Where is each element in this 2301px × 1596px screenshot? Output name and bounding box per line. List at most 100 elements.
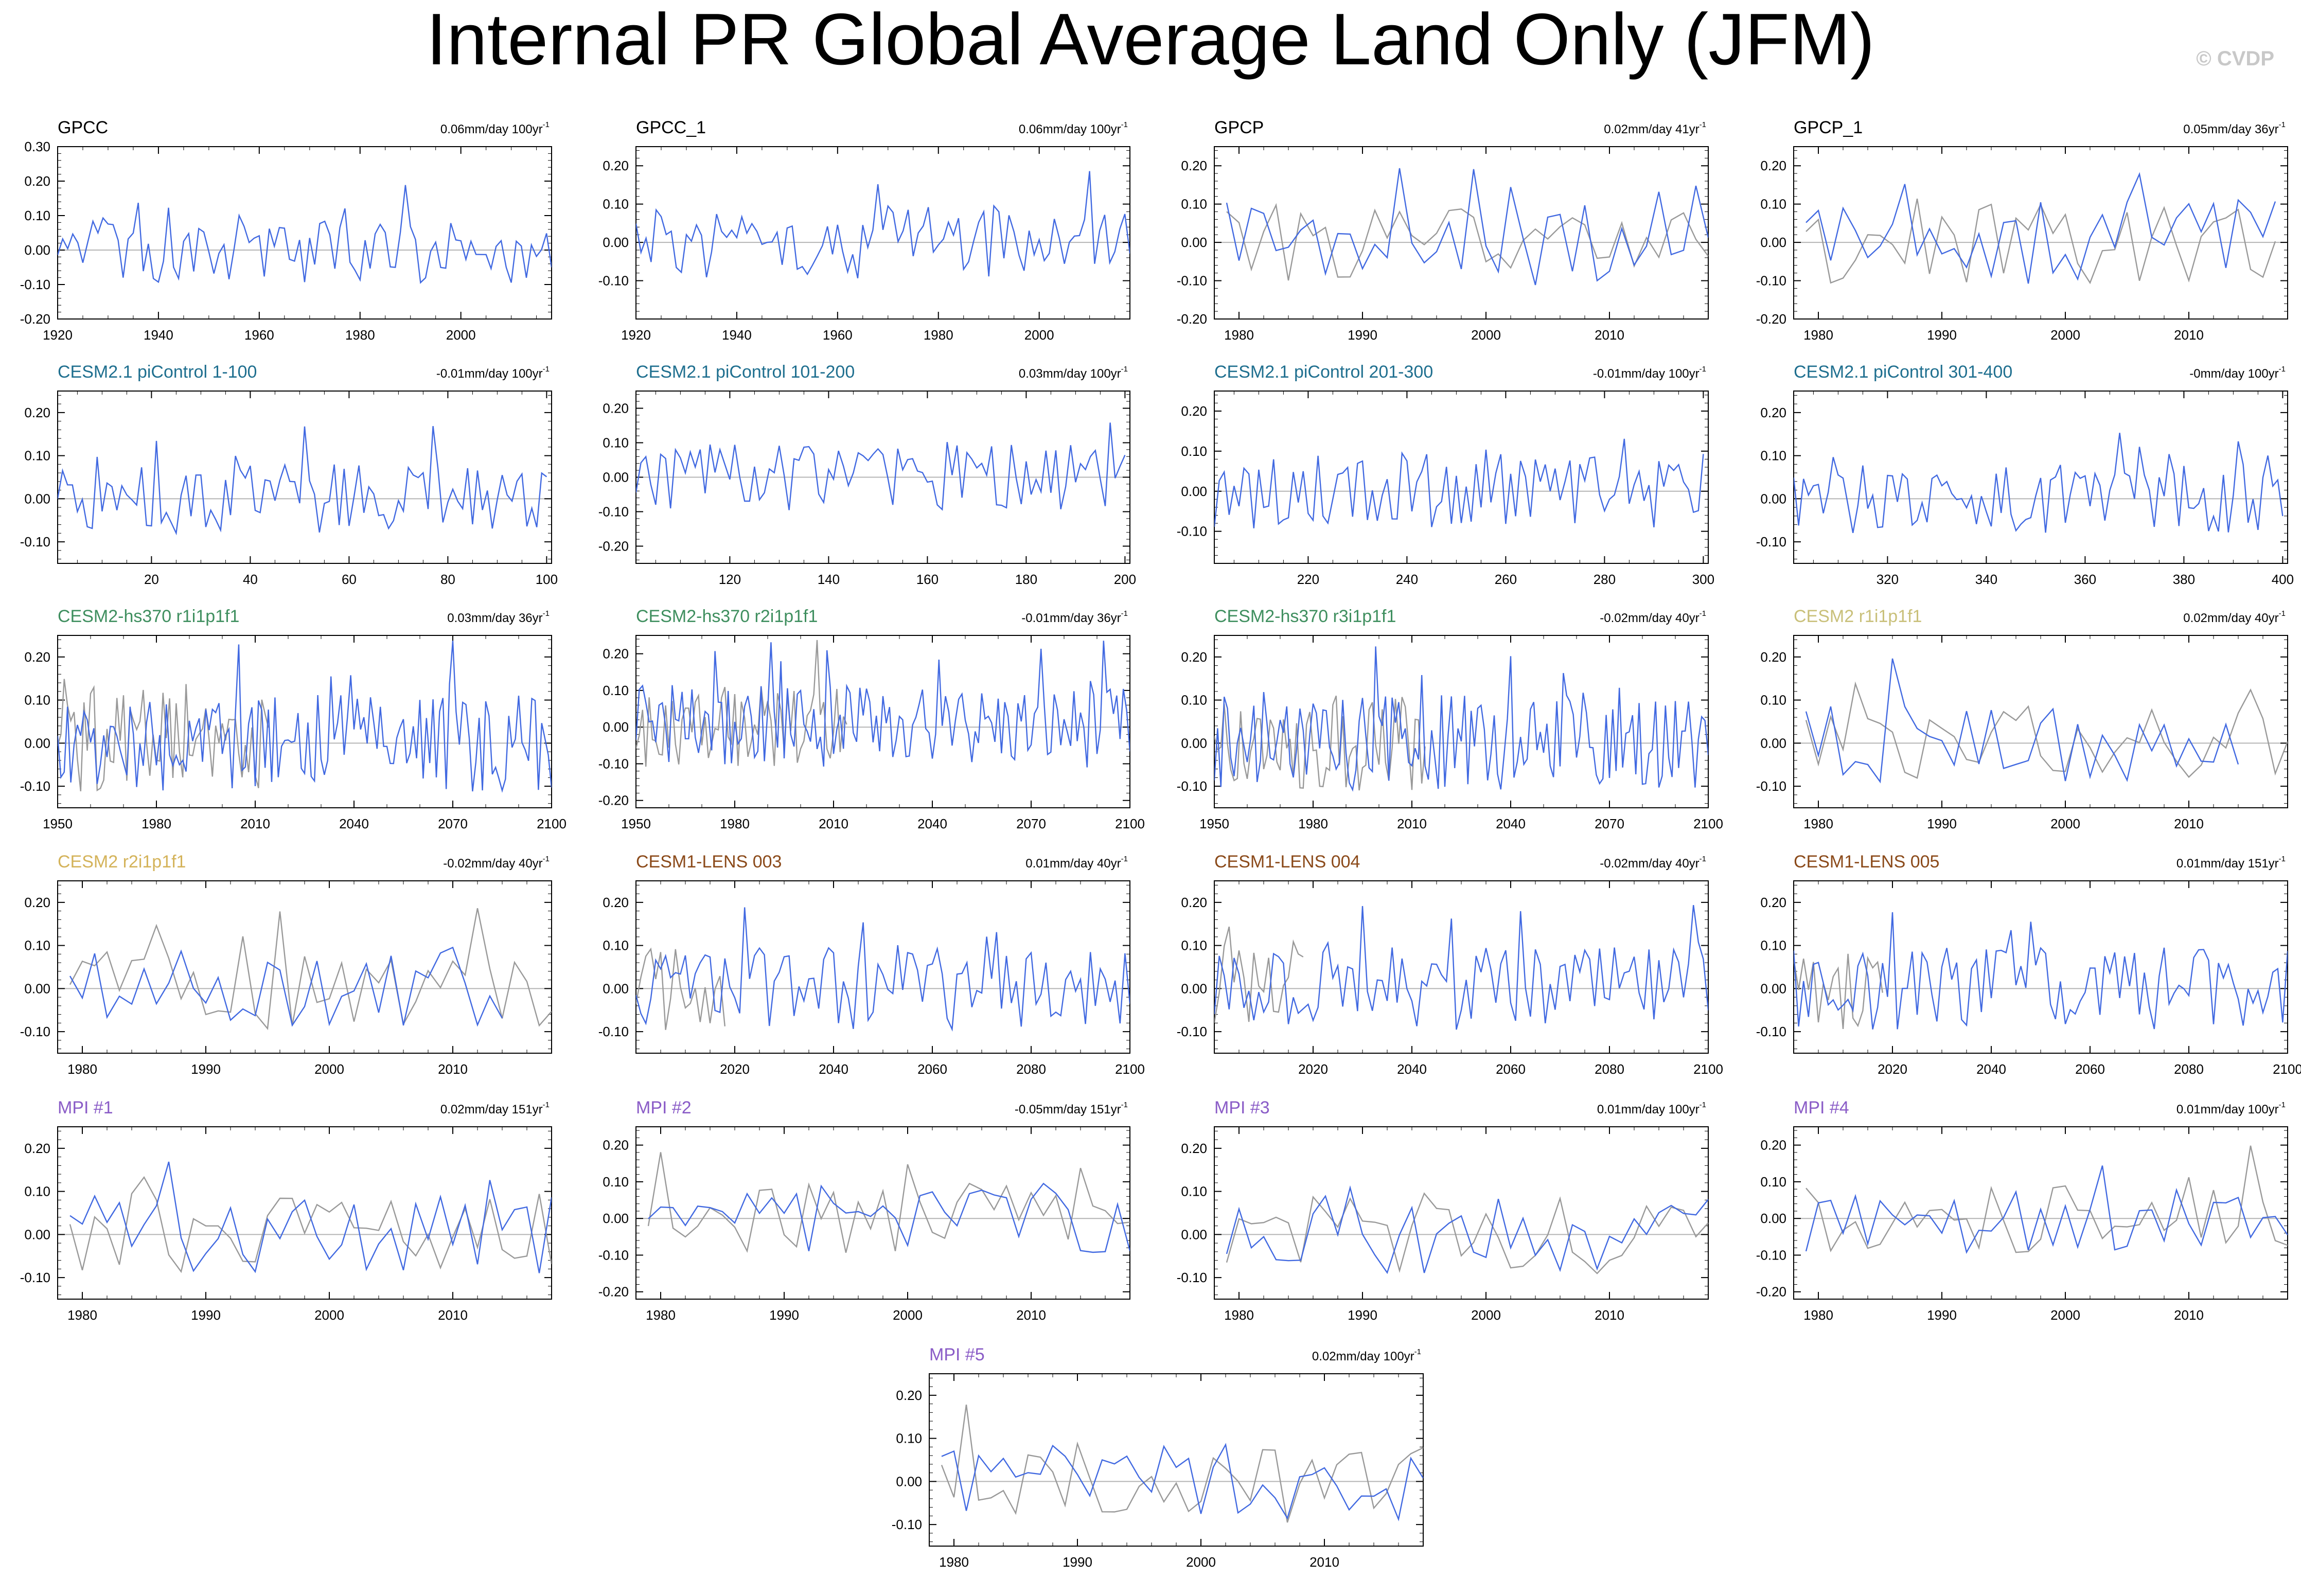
trend-exponent: -1 bbox=[2279, 855, 2286, 863]
y-tick-label: 0.20 bbox=[603, 1138, 629, 1153]
y-tick-label: 0.00 bbox=[603, 470, 629, 485]
plot-frame bbox=[57, 146, 552, 320]
x-tick-label: 1980 bbox=[924, 327, 953, 343]
x-tick-label: 1980 bbox=[345, 327, 375, 343]
x-tick-label: 2000 bbox=[1186, 1554, 1216, 1570]
model-series-line bbox=[1805, 658, 2239, 784]
panel-title: GPCP_1 bbox=[1794, 118, 1863, 137]
plot-frame bbox=[635, 635, 1130, 808]
y-tick-label: 0.10 bbox=[603, 1174, 629, 1190]
panel-title: CESM2.1 piControl 101-200 bbox=[636, 362, 855, 382]
x-tick-label: 320 bbox=[1877, 572, 1899, 587]
obs-series-line bbox=[1214, 695, 1426, 791]
x-tick-label: 1990 bbox=[191, 1307, 221, 1323]
model-series-line bbox=[636, 171, 1130, 279]
trend-label: -0.02mm/day 40yr-1 bbox=[1600, 609, 1706, 625]
y-tick-label: 0.20 bbox=[603, 646, 629, 662]
y-tick-label: 0.00 bbox=[24, 242, 50, 258]
y-tick-label: 0.00 bbox=[24, 735, 50, 751]
model-series-line bbox=[58, 185, 552, 284]
y-tick-label: 0.00 bbox=[603, 981, 629, 996]
y-tick-label: -0.10 bbox=[1756, 273, 1786, 289]
x-tick-label: 2100 bbox=[1115, 816, 1145, 831]
y-tick-label: 0.10 bbox=[1181, 693, 1207, 708]
y-tick-label: 0.00 bbox=[896, 1474, 922, 1489]
model-series-line bbox=[941, 1443, 1423, 1521]
y-tick-label: 0.20 bbox=[1760, 649, 1786, 665]
chart-panel: CESM2-hs370 r3i1p1f1 -0.02mm/day 40yr-1 0.… bbox=[1177, 607, 1723, 831]
x-tick-label: 2010 bbox=[2174, 327, 2204, 343]
y-tick-label: -0.10 bbox=[20, 1024, 50, 1039]
x-tick-label: 2040 bbox=[339, 816, 369, 831]
x-tick-label: 1940 bbox=[722, 327, 752, 343]
y-tick-label: -0.10 bbox=[1177, 524, 1207, 539]
x-tick-label: 1960 bbox=[823, 327, 853, 343]
x-tick-label: 1980 bbox=[1803, 327, 1833, 343]
model-series-line bbox=[58, 426, 547, 536]
trend-label: 0.01mm/day 100yr-1 bbox=[2176, 1101, 2286, 1116]
y-tick-label: -0.10 bbox=[598, 504, 629, 520]
panel-title: CESM2 r1i1p1f1 bbox=[1794, 607, 1922, 626]
x-tick-label: 2060 bbox=[2075, 1061, 2105, 1077]
y-tick-label: 0.10 bbox=[24, 938, 50, 953]
plot-frame bbox=[1793, 880, 2288, 1054]
trend-label: -0.05mm/day 151yr-1 bbox=[1015, 1101, 1128, 1116]
trend-exponent: -1 bbox=[543, 609, 550, 618]
y-tick-label: 0.10 bbox=[24, 1184, 50, 1199]
obs-series-line bbox=[58, 679, 269, 792]
y-tick-label: 0.10 bbox=[603, 683, 629, 698]
panel-title: CESM2.1 piControl 201-300 bbox=[1214, 362, 1433, 382]
y-tick-label: 0.00 bbox=[24, 1227, 50, 1242]
plot-frame bbox=[57, 635, 552, 808]
y-tick-label: 0.20 bbox=[1760, 895, 1786, 910]
x-tick-label: 140 bbox=[818, 572, 840, 587]
y-tick-label: 0.00 bbox=[1181, 981, 1207, 996]
panel-title: MPI #1 bbox=[58, 1098, 113, 1118]
chart-panel: CESM2-hs370 r1i1p1f1 0.03mm/day 36yr-1 0.2… bbox=[20, 607, 567, 831]
x-tick-label: 60 bbox=[342, 572, 357, 587]
obs-series-line bbox=[1806, 198, 2276, 285]
x-tick-label: 380 bbox=[2173, 572, 2195, 587]
model-series-line bbox=[58, 641, 552, 793]
x-tick-label: 1990 bbox=[1927, 816, 1957, 831]
y-tick-label: 0.10 bbox=[24, 693, 50, 708]
x-tick-label: 2000 bbox=[314, 1307, 344, 1323]
x-tick-label: 2040 bbox=[819, 1061, 848, 1077]
y-tick-label: -0.10 bbox=[1756, 778, 1786, 794]
y-tick-label: -0.10 bbox=[1177, 273, 1207, 289]
x-tick-label: 1980 bbox=[1224, 327, 1254, 343]
chart-panel: CESM1-LENS 003 0.01mm/day 40yr-1 0.20 0.10 0… bbox=[598, 852, 1145, 1077]
y-tick-label: 0.20 bbox=[603, 895, 629, 910]
x-tick-label: 400 bbox=[2272, 572, 2294, 587]
x-tick-label: 2010 bbox=[438, 1061, 468, 1077]
x-tick-label: 2070 bbox=[1595, 816, 1624, 831]
y-tick-label: 0.10 bbox=[1760, 938, 1786, 953]
trend-label: -0.02mm/day 40yr-1 bbox=[1600, 855, 1706, 871]
chart-panel: MPI #2 -0.05mm/day 151yr-1 0.20 0.10 0.00 -0.… bbox=[598, 1098, 1130, 1323]
y-tick-label: -0.20 bbox=[1177, 311, 1207, 327]
model-series-line bbox=[1214, 438, 1704, 528]
x-tick-label: 1990 bbox=[769, 1307, 799, 1323]
plot-frame bbox=[635, 880, 1130, 1054]
x-tick-label: 1950 bbox=[1199, 816, 1229, 831]
x-tick-label: 340 bbox=[1975, 572, 1997, 587]
y-tick-label: 0.20 bbox=[1760, 158, 1786, 173]
x-tick-label: 1950 bbox=[621, 816, 651, 831]
trend-label: 0.05mm/day 36yr-1 bbox=[2183, 120, 2286, 136]
trend-exponent: -1 bbox=[1121, 609, 1128, 618]
x-tick-label: 1990 bbox=[191, 1061, 221, 1077]
y-tick-label: 0.00 bbox=[1181, 235, 1207, 250]
y-tick-label: 0.20 bbox=[24, 649, 50, 665]
x-tick-label: 40 bbox=[243, 572, 258, 587]
y-tick-label: -0.10 bbox=[20, 534, 50, 549]
y-tick-label: 0.20 bbox=[24, 173, 50, 189]
chart-panel: CESM2 r1i1p1f1 0.02mm/day 40yr-1 0.20 0.10 0… bbox=[1756, 607, 2288, 831]
y-tick-label: 0.20 bbox=[896, 1388, 922, 1403]
model-series-line bbox=[1805, 1165, 2288, 1254]
x-tick-label: 1920 bbox=[621, 327, 651, 343]
trend-exponent: -1 bbox=[1121, 365, 1128, 374]
trend-exponent: -1 bbox=[543, 120, 550, 129]
x-tick-label: 2010 bbox=[240, 816, 270, 831]
x-tick-label: 280 bbox=[1594, 572, 1616, 587]
trend-exponent: -1 bbox=[1700, 120, 1706, 129]
